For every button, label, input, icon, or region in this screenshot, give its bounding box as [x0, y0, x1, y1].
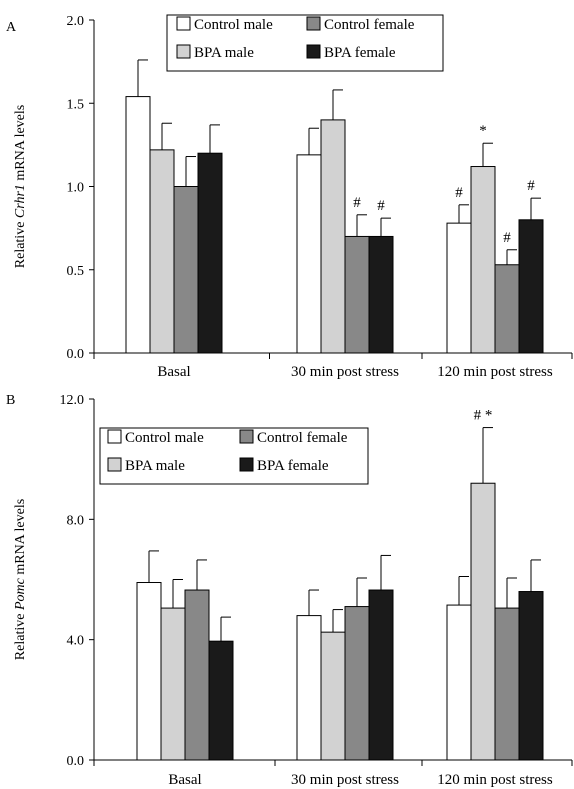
- significance-marker: *: [479, 123, 487, 139]
- bar-bpa-female: [197, 152, 223, 354]
- legend-label: BPA female: [324, 45, 396, 61]
- y-tick-label: 0.0: [67, 347, 85, 362]
- x-category-label: 120 min post stress: [437, 772, 553, 788]
- legend-label: Control male: [125, 430, 204, 446]
- legend-swatch: [306, 16, 321, 31]
- bar-bpa-male: [149, 149, 175, 354]
- bar-control-male: [296, 615, 322, 761]
- bar-bpa-male: [320, 119, 346, 354]
- legend-swatch: [107, 457, 122, 472]
- bar-bpa-female: [518, 591, 544, 761]
- x-category-label: 120 min post stress: [437, 364, 553, 380]
- legend-swatch: [176, 16, 191, 31]
- panel-letter: A: [6, 20, 17, 35]
- bar-control-female: [173, 186, 199, 354]
- y-axis-label: Relative Crhr1 mRNA levels: [13, 105, 28, 268]
- bar-bpa-male: [470, 482, 496, 761]
- y-axis-label-prefix: Relative: [13, 218, 28, 268]
- legend-box: [99, 427, 369, 485]
- y-axis-label-prefix: Relative: [13, 610, 28, 660]
- bar-control-male: [125, 96, 151, 354]
- significance-marker: #: [455, 185, 463, 201]
- legend-swatch: [176, 44, 191, 59]
- y-tick-label: 2.0: [67, 14, 85, 29]
- legend-swatch: [306, 44, 321, 59]
- x-category-label: 30 min post stress: [291, 364, 399, 380]
- y-axis-label-suffix: mRNA levels: [13, 499, 28, 578]
- y-tick-label: 1.0: [67, 181, 85, 196]
- y-axis-label-suffix: mRNA levels: [13, 105, 28, 184]
- y-tick-label: 0.5: [67, 264, 85, 279]
- bar-bpa-female: [368, 589, 394, 761]
- significance-marker: #: [527, 178, 535, 194]
- y-tick-label: 0.0: [67, 754, 85, 769]
- bar-bpa-male: [320, 631, 346, 761]
- x-category-label: Basal: [157, 364, 190, 380]
- bar-bpa-female: [208, 640, 234, 761]
- bar-control-female: [494, 264, 520, 354]
- significance-marker: #: [353, 195, 361, 211]
- legend-swatch: [239, 457, 254, 472]
- panel-letter: B: [6, 393, 15, 408]
- bar-bpa-female: [518, 219, 544, 354]
- bar-control-male: [446, 604, 472, 761]
- y-axis-label-gene: Pomc: [13, 577, 28, 611]
- bar-control-male: [446, 222, 472, 354]
- y-axis-label: Relative Pomc mRNA levels: [13, 499, 28, 660]
- bar-control-female: [494, 607, 520, 761]
- bar-bpa-male: [470, 166, 496, 354]
- y-tick-label: 8.0: [67, 513, 85, 528]
- legend-swatch: [107, 429, 122, 444]
- bar-control-female: [344, 606, 370, 761]
- legend-swatch: [239, 429, 254, 444]
- bar-control-male: [296, 154, 322, 354]
- significance-marker: #: [377, 198, 385, 214]
- bar-control-female: [184, 589, 210, 761]
- legend-box: [166, 14, 444, 72]
- legend-label: Control female: [324, 17, 415, 33]
- significance-marker: #: [503, 230, 511, 246]
- legend-label: Control female: [257, 430, 348, 446]
- bar-control-male: [136, 582, 162, 761]
- y-tick-label: 4.0: [67, 634, 85, 649]
- bar-control-female: [344, 235, 370, 354]
- x-category-label: 30 min post stress: [291, 772, 399, 788]
- significance-marker: # *: [474, 408, 493, 424]
- legend-label: BPA male: [125, 458, 185, 474]
- legend-label: BPA male: [194, 45, 254, 61]
- y-tick-label: 12.0: [60, 393, 85, 408]
- y-tick-label: 1.5: [67, 97, 85, 112]
- bar-bpa-male: [160, 607, 186, 761]
- legend-label: BPA female: [257, 458, 329, 474]
- bar-bpa-female: [368, 235, 394, 354]
- y-axis-label-gene: Crhr1: [13, 184, 28, 218]
- legend-label: Control male: [194, 17, 273, 33]
- x-category-label: Basal: [168, 772, 201, 788]
